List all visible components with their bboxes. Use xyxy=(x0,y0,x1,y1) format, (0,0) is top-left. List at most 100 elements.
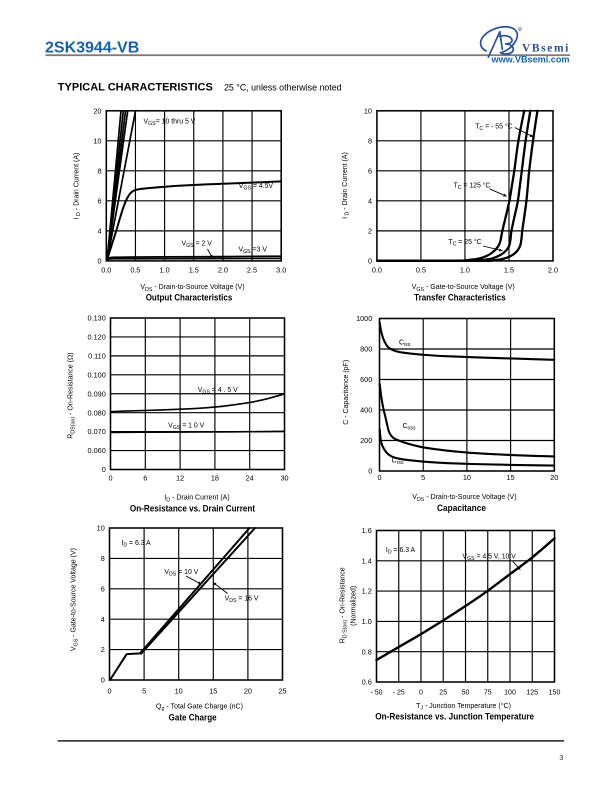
svg-text:On-Resistance vs. Junction Tem: On-Resistance vs. Junction Temperature xyxy=(375,712,534,722)
svg-text:VGS - Gate-to-Source Voltage (: VGS - Gate-to-Source Voltage (V) xyxy=(71,548,80,651)
svg-text:5: 5 xyxy=(142,687,146,696)
svg-text:0.090: 0.090 xyxy=(88,389,106,398)
svg-text:On-Resistance vs. Drain Curren: On-Resistance vs. Drain Current xyxy=(130,504,255,514)
svg-text:- 50: - 50 xyxy=(370,690,382,697)
svg-text:0.0: 0.0 xyxy=(372,266,382,275)
svg-text:2SK3944-VB: 2SK3944-VB xyxy=(45,40,139,57)
svg-text:18: 18 xyxy=(211,474,219,483)
svg-text:RDS(on) - On-Resistance (Ω): RDS(on) - On-Resistance (Ω) xyxy=(68,352,77,438)
svg-text:RD S(on) - On-Resistance: RD S(on) - On-Resistance xyxy=(340,567,349,643)
svg-text:0: 0 xyxy=(377,473,381,482)
svg-text:0: 0 xyxy=(368,467,372,476)
svg-text:TC = 125 °C: TC = 125 °C xyxy=(454,181,491,191)
svg-text:25: 25 xyxy=(278,687,286,696)
svg-text:15: 15 xyxy=(507,473,515,482)
svg-text:6: 6 xyxy=(143,474,147,483)
svg-text:75: 75 xyxy=(484,690,492,697)
svg-text:4: 4 xyxy=(368,197,372,206)
svg-text:4: 4 xyxy=(101,615,105,624)
svg-text:0.060: 0.060 xyxy=(88,446,106,455)
svg-text:ID = 6.3 A: ID = 6.3 A xyxy=(121,540,151,549)
svg-text:1.5: 1.5 xyxy=(504,266,514,275)
svg-text:1000: 1000 xyxy=(356,314,372,323)
svg-text:(Normalized): (Normalized) xyxy=(351,586,358,626)
svg-text:0.6: 0.6 xyxy=(362,678,372,687)
svg-text:10: 10 xyxy=(93,136,101,145)
svg-text:125: 125 xyxy=(526,690,538,697)
svg-text:600: 600 xyxy=(360,375,372,384)
svg-text:2: 2 xyxy=(368,227,372,236)
svg-text:400: 400 xyxy=(360,406,372,415)
svg-text:0: 0 xyxy=(108,474,112,483)
svg-text:6: 6 xyxy=(97,197,101,206)
svg-text:0.120: 0.120 xyxy=(88,333,106,342)
svg-text:50: 50 xyxy=(462,690,470,697)
svg-text:6: 6 xyxy=(368,166,372,175)
svg-text:TYPICAL CHARACTERISTICS: TYPICAL CHARACTERISTICS xyxy=(58,82,213,94)
svg-text:0: 0 xyxy=(368,257,372,266)
svg-text:10: 10 xyxy=(364,106,372,115)
svg-text:0: 0 xyxy=(107,687,111,696)
svg-text:www.VBsemi.com: www.VBsemi.com xyxy=(491,55,570,65)
svg-text:Ciss: Ciss xyxy=(399,339,411,348)
svg-text:20: 20 xyxy=(244,687,252,696)
svg-text:VGS= 10 thru 5 V: VGS= 10 thru 5 V xyxy=(144,118,196,127)
svg-text:800: 800 xyxy=(360,345,372,354)
svg-text:10: 10 xyxy=(463,473,471,482)
svg-text:Output Characteristics: Output Characteristics xyxy=(146,293,233,303)
svg-text:5: 5 xyxy=(421,473,425,482)
svg-text:Gate Charge: Gate Charge xyxy=(169,712,217,722)
svg-text:0: 0 xyxy=(101,676,105,685)
svg-text:0.080: 0.080 xyxy=(88,408,106,417)
svg-text:1.0: 1.0 xyxy=(460,266,470,275)
svg-text:0.110: 0.110 xyxy=(88,352,106,361)
svg-text:R: R xyxy=(519,27,522,31)
svg-text:20: 20 xyxy=(550,473,558,482)
svg-text:Coss: Coss xyxy=(403,423,417,432)
svg-text:8: 8 xyxy=(97,166,101,175)
svg-text:0.8: 0.8 xyxy=(362,647,372,656)
svg-text:1.5: 1.5 xyxy=(189,266,199,275)
svg-text:200: 200 xyxy=(360,436,372,445)
svg-text:3.0: 3.0 xyxy=(276,266,286,275)
svg-text:0.070: 0.070 xyxy=(88,427,106,436)
svg-text:0: 0 xyxy=(97,257,101,266)
svg-text:C - Capacitance (pF): C - Capacitance (pF) xyxy=(343,360,350,425)
svg-text:VDS = 10 V: VDS = 10 V xyxy=(164,569,198,578)
svg-text:4: 4 xyxy=(97,227,101,236)
svg-text:VDS - Drain-to-Source Voltage: VDS - Drain-to-Source Voltage (V) xyxy=(412,494,516,503)
svg-text:Qg - Total Gate Charge (nC): Qg - Total Gate Charge (nC) xyxy=(156,703,243,712)
svg-text:- 25: - 25 xyxy=(393,690,405,697)
svg-text:1.4: 1.4 xyxy=(362,556,372,565)
svg-text:I D - Drain Current (A): I D - Drain Current (A) xyxy=(73,153,82,220)
svg-text:15: 15 xyxy=(209,687,217,696)
svg-text:VGS = 2 V: VGS = 2 V xyxy=(182,240,213,249)
svg-text:150: 150 xyxy=(549,690,561,697)
svg-text:VBsemi: VBsemi xyxy=(522,43,570,55)
svg-text:3: 3 xyxy=(559,753,563,762)
svg-text:0: 0 xyxy=(102,465,106,474)
svg-text:ID = 6.3 A: ID = 6.3 A xyxy=(386,547,416,556)
svg-text:0.130: 0.130 xyxy=(88,314,106,323)
svg-text:30: 30 xyxy=(280,474,288,483)
svg-text:2.5: 2.5 xyxy=(247,266,257,275)
svg-text:0.0: 0.0 xyxy=(101,266,111,275)
svg-text:Crss: Crss xyxy=(392,457,404,466)
svg-text:12: 12 xyxy=(176,474,184,483)
svg-text:VGS = 1 0 V: VGS = 1 0 V xyxy=(168,422,205,431)
svg-text:VGS = 4 . 5 V: VGS = 4 . 5 V xyxy=(198,387,238,396)
svg-text:VDS - Drain-to-Source Voltage: VDS - Drain-to-Source Voltage (V) xyxy=(140,284,244,293)
svg-text:24: 24 xyxy=(246,474,254,483)
svg-text:10: 10 xyxy=(97,524,105,533)
svg-text:8: 8 xyxy=(101,554,105,563)
svg-text:TC = - 55 °C: TC = - 55 °C xyxy=(475,122,512,132)
svg-text:2.0: 2.0 xyxy=(218,266,228,275)
svg-text:Transfer Characteristics: Transfer Characteristics xyxy=(414,293,506,303)
svg-text:25: 25 xyxy=(439,690,447,697)
svg-text:10: 10 xyxy=(175,687,183,696)
svg-text:2.0: 2.0 xyxy=(548,266,558,275)
svg-text:20: 20 xyxy=(93,106,101,115)
svg-text:TJ - Junction Temperature (°C): TJ - Junction Temperature (°C) xyxy=(416,702,511,712)
svg-text:6: 6 xyxy=(101,584,105,593)
svg-text:0.100: 0.100 xyxy=(88,370,106,379)
